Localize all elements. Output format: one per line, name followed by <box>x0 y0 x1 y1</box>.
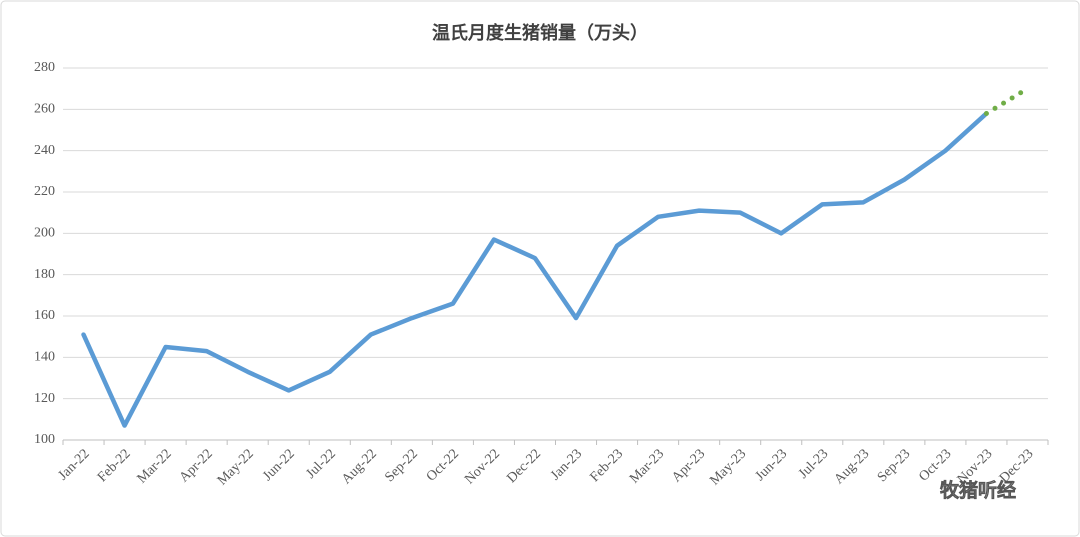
chart-title: 温氏月度生猪销量（万头） <box>432 22 648 44</box>
y-tick-label: 180 <box>34 267 55 282</box>
series-line <box>983 86 1030 116</box>
y-tick-label: 120 <box>34 391 55 406</box>
y-tick-label: 220 <box>34 184 55 199</box>
y-tick-label: 160 <box>34 308 55 323</box>
y-tick-label: 260 <box>34 102 55 117</box>
y-tick-label: 200 <box>34 226 55 241</box>
watermark: 牧猪听经 <box>940 479 1016 502</box>
y-tick-label: 280 <box>34 60 55 75</box>
series-line <box>81 111 989 428</box>
y-tick-label: 140 <box>34 350 55 365</box>
y-tick-label: 240 <box>34 143 55 158</box>
y-tick-label: 100 <box>34 432 55 447</box>
